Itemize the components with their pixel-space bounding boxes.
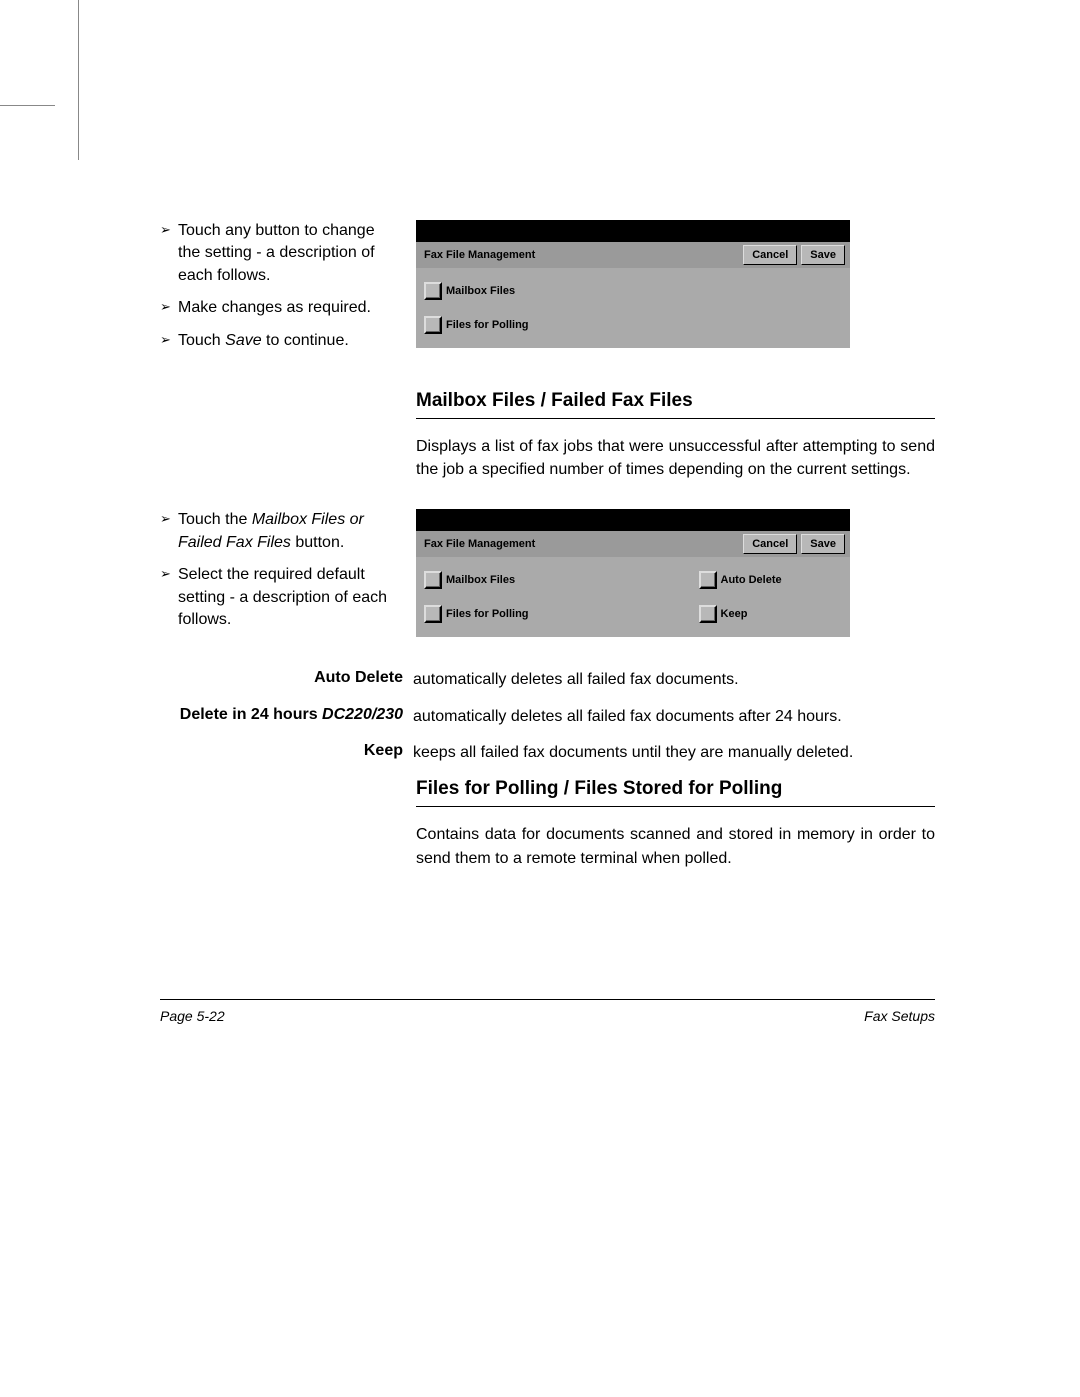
save-button[interactable]: Save (801, 534, 845, 554)
section-name: Fax Setups (864, 1008, 935, 1024)
def-term-keep: Keep (160, 742, 413, 764)
screen-title: Fax File Management (424, 249, 535, 261)
def-term-delete-24h: Delete in 24 hours DC220/230 (160, 706, 413, 728)
section-para: Contains data for documents scanned and … (416, 823, 935, 869)
section-heading-mailbox: Mailbox Files / Failed Fax Files (416, 390, 935, 419)
page-footer: Page 5-22 Fax Setups (160, 999, 935, 1024)
screenshot-fax-file-mgmt-1: Fax File Management Cancel Save Mailbox … (416, 220, 850, 348)
option-box-icon (424, 605, 442, 623)
instruction-item: Select the required default setting - a … (160, 564, 396, 631)
screen-title: Fax File Management (424, 538, 535, 550)
mailbox-files-option[interactable]: Mailbox Files (424, 571, 529, 589)
instruction-item: Make changes as required. (160, 297, 396, 319)
cancel-button[interactable]: Cancel (743, 534, 797, 554)
section-heading-polling: Files for Polling / Files Stored for Pol… (416, 778, 935, 807)
option-box-icon (424, 282, 442, 300)
def-term-auto-delete: Auto Delete (160, 669, 413, 691)
option-box-icon (424, 571, 442, 589)
instruction-item: Touch any button to change the setting -… (160, 220, 396, 287)
cancel-button[interactable]: Cancel (743, 245, 797, 265)
keep-option[interactable]: Keep (699, 605, 782, 623)
def-desc: keeps all failed fax documents until the… (413, 742, 935, 764)
page-number: Page 5-22 (160, 1008, 225, 1024)
files-for-polling-option[interactable]: Files for Polling (424, 316, 529, 334)
mailbox-files-option[interactable]: Mailbox Files (424, 282, 529, 300)
def-desc: automatically deletes all failed fax doc… (413, 669, 935, 691)
screenshot-fax-file-mgmt-2: Fax File Management Cancel Save Mailbox … (416, 509, 850, 637)
instruction-item: Touch the Mailbox Files or Failed Fax Fi… (160, 509, 396, 554)
files-for-polling-option[interactable]: Files for Polling (424, 605, 529, 623)
instruction-item: Touch Save to continue. (160, 330, 396, 352)
section-para: Displays a list of fax jobs that were un… (416, 435, 935, 481)
def-desc: automatically deletes all failed fax doc… (413, 706, 935, 728)
option-box-icon (424, 316, 442, 334)
option-box-icon (699, 571, 717, 589)
auto-delete-option[interactable]: Auto Delete (699, 571, 782, 589)
option-box-icon (699, 605, 717, 623)
save-button[interactable]: Save (801, 245, 845, 265)
